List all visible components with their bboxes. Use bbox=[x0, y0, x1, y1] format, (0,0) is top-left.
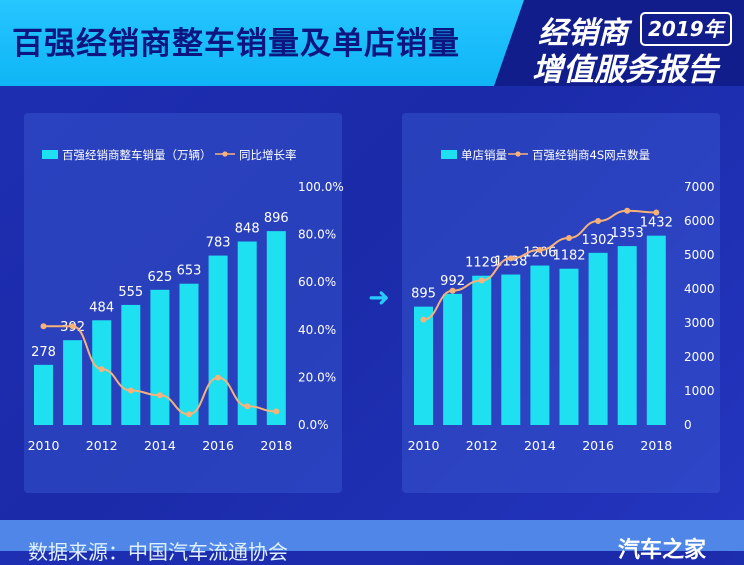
legend-bar-swatch-0 bbox=[42, 150, 58, 159]
y-right-tick-1-4: 3000 bbox=[684, 316, 715, 330]
x-tick-0-6: 2016 bbox=[202, 438, 234, 453]
bar-value-label-0-4: 625 bbox=[147, 270, 172, 285]
legend-line-marker-0 bbox=[222, 151, 228, 157]
bar-1-1 bbox=[443, 293, 463, 425]
bar-value-label-1-3: 1138 bbox=[494, 255, 527, 270]
bar-0-4 bbox=[150, 289, 170, 425]
y-right-tick-1-3: 4000 bbox=[684, 282, 715, 296]
bar-value-label-0-3: 555 bbox=[118, 285, 143, 300]
y-right-tick-1-0: 7000 bbox=[684, 180, 715, 194]
report-badge-line2: 增值服务报告 bbox=[532, 52, 718, 88]
y-right-tick-1-2: 5000 bbox=[684, 248, 715, 262]
bar-0-0 bbox=[34, 364, 53, 425]
y-right-tick-1-5: 2000 bbox=[684, 350, 715, 364]
bar-value-label-1-5: 1182 bbox=[552, 249, 585, 264]
x-tick-0-8: 2018 bbox=[260, 438, 292, 453]
bar-value-label-1-8: 1432 bbox=[640, 216, 673, 231]
bar-1-3 bbox=[501, 274, 521, 425]
line-point-1-8 bbox=[653, 209, 660, 216]
y-right-tick-0-3: 40.0% bbox=[298, 323, 336, 337]
x-tick-0-0: 2010 bbox=[28, 438, 60, 453]
line-point-0-4 bbox=[156, 392, 163, 399]
bar-1-7 bbox=[617, 246, 637, 425]
bar-value-label-0-0: 278 bbox=[31, 345, 56, 360]
charts-canvas: 百强经销商整车销量（万辆） 同比增长率 100.0% 80.0% 60.0% 40.0% 2… bbox=[28, 148, 715, 453]
legend-line-label-0: 同比增长率 bbox=[239, 148, 297, 162]
line-point-1-7 bbox=[624, 207, 631, 214]
legend-bar-swatch-1 bbox=[441, 150, 457, 159]
bar-value-label-1-2: 1129 bbox=[465, 256, 498, 271]
bar-1-8 bbox=[646, 235, 666, 425]
bar-0-7 bbox=[237, 241, 257, 425]
x-tick-0-4: 2014 bbox=[144, 438, 176, 453]
bar-0-6 bbox=[208, 255, 228, 425]
legend-bar-label-0: 百强经销商整车销量（万辆） bbox=[62, 148, 212, 162]
line-point-1-0 bbox=[420, 316, 427, 323]
y-right-tick-1-6: 1000 bbox=[684, 384, 715, 398]
bar-value-label-0-6: 783 bbox=[206, 236, 231, 251]
bar-1-2 bbox=[472, 275, 492, 425]
bar-0-3 bbox=[121, 304, 141, 425]
x-tick-0-2: 2012 bbox=[86, 438, 118, 453]
bar-value-label-1-0: 895 bbox=[411, 287, 436, 302]
bar-0-2 bbox=[92, 320, 112, 425]
line-point-1-1 bbox=[449, 287, 456, 294]
line-point-1-4 bbox=[536, 246, 543, 253]
line-point-0-7 bbox=[244, 403, 251, 410]
y-right-tick-0-1: 80.0% bbox=[298, 228, 336, 242]
y-right-tick-0-0: 100.0% bbox=[298, 180, 344, 194]
title-bar bbox=[0, 0, 744, 86]
line-point-0-0 bbox=[40, 323, 47, 330]
bar-value-label-0-2: 484 bbox=[89, 300, 114, 315]
y-right-tick-1-1: 6000 bbox=[684, 214, 715, 228]
bar-1-0 bbox=[414, 306, 433, 425]
y-right-tick-0-4: 20.0% bbox=[298, 370, 336, 384]
bar-0-8 bbox=[266, 231, 286, 425]
bar-value-label-0-5: 653 bbox=[177, 264, 202, 279]
bar-value-label-1-6: 1302 bbox=[582, 233, 615, 248]
bar-value-label-1-1: 992 bbox=[440, 274, 465, 289]
y-right-tick-0-5: 0.0% bbox=[298, 418, 329, 432]
line-point-0-1 bbox=[69, 323, 76, 330]
bar-0-1 bbox=[63, 340, 83, 425]
legend-bar-label-1: 单店销量 bbox=[461, 148, 507, 162]
line-point-0-5 bbox=[186, 411, 192, 418]
bar-value-label-0-8: 896 bbox=[264, 211, 289, 226]
line-point-1-3 bbox=[507, 255, 514, 262]
x-tick-1-2: 2012 bbox=[466, 438, 498, 453]
y-right-tick-0-2: 60.0% bbox=[298, 275, 336, 289]
legend-line-marker-1 bbox=[515, 151, 521, 157]
page-title: 百强经销商整车销量及单店销量 bbox=[12, 26, 460, 62]
arrow-right-icon: ➜ bbox=[368, 283, 390, 313]
line-point-1-5 bbox=[566, 235, 572, 241]
footer-bar bbox=[0, 520, 744, 551]
x-tick-1-4: 2014 bbox=[524, 438, 556, 453]
line-point-0-6 bbox=[215, 374, 222, 381]
line-point-0-2 bbox=[98, 366, 105, 373]
y-right-tick-1-7: 0 bbox=[684, 418, 692, 432]
x-tick-1-6: 2016 bbox=[582, 438, 614, 453]
brand-logo-text: 汽车之家 bbox=[618, 538, 707, 563]
line-point-0-3 bbox=[127, 387, 134, 394]
legend-line-label-1: 百强经销商4S网点数量 bbox=[532, 148, 650, 162]
bar-value-label-1-7: 1353 bbox=[611, 226, 644, 241]
bar-0-5 bbox=[179, 283, 199, 425]
report-badge-line1: 经销商 bbox=[538, 16, 628, 51]
x-tick-1-0: 2010 bbox=[408, 438, 440, 453]
report-badge-year: 2019年 bbox=[640, 12, 732, 46]
title-badge-background bbox=[494, 0, 744, 86]
bar-1-4 bbox=[530, 265, 550, 425]
line-point-1-2 bbox=[478, 277, 485, 284]
line-point-1-6 bbox=[595, 218, 602, 224]
bar-value-label-0-7: 848 bbox=[235, 222, 260, 237]
x-tick-1-8: 2018 bbox=[640, 438, 672, 453]
bar-1-6 bbox=[588, 252, 608, 425]
bar-1-5 bbox=[559, 268, 579, 425]
line-point-0-8 bbox=[273, 408, 280, 415]
